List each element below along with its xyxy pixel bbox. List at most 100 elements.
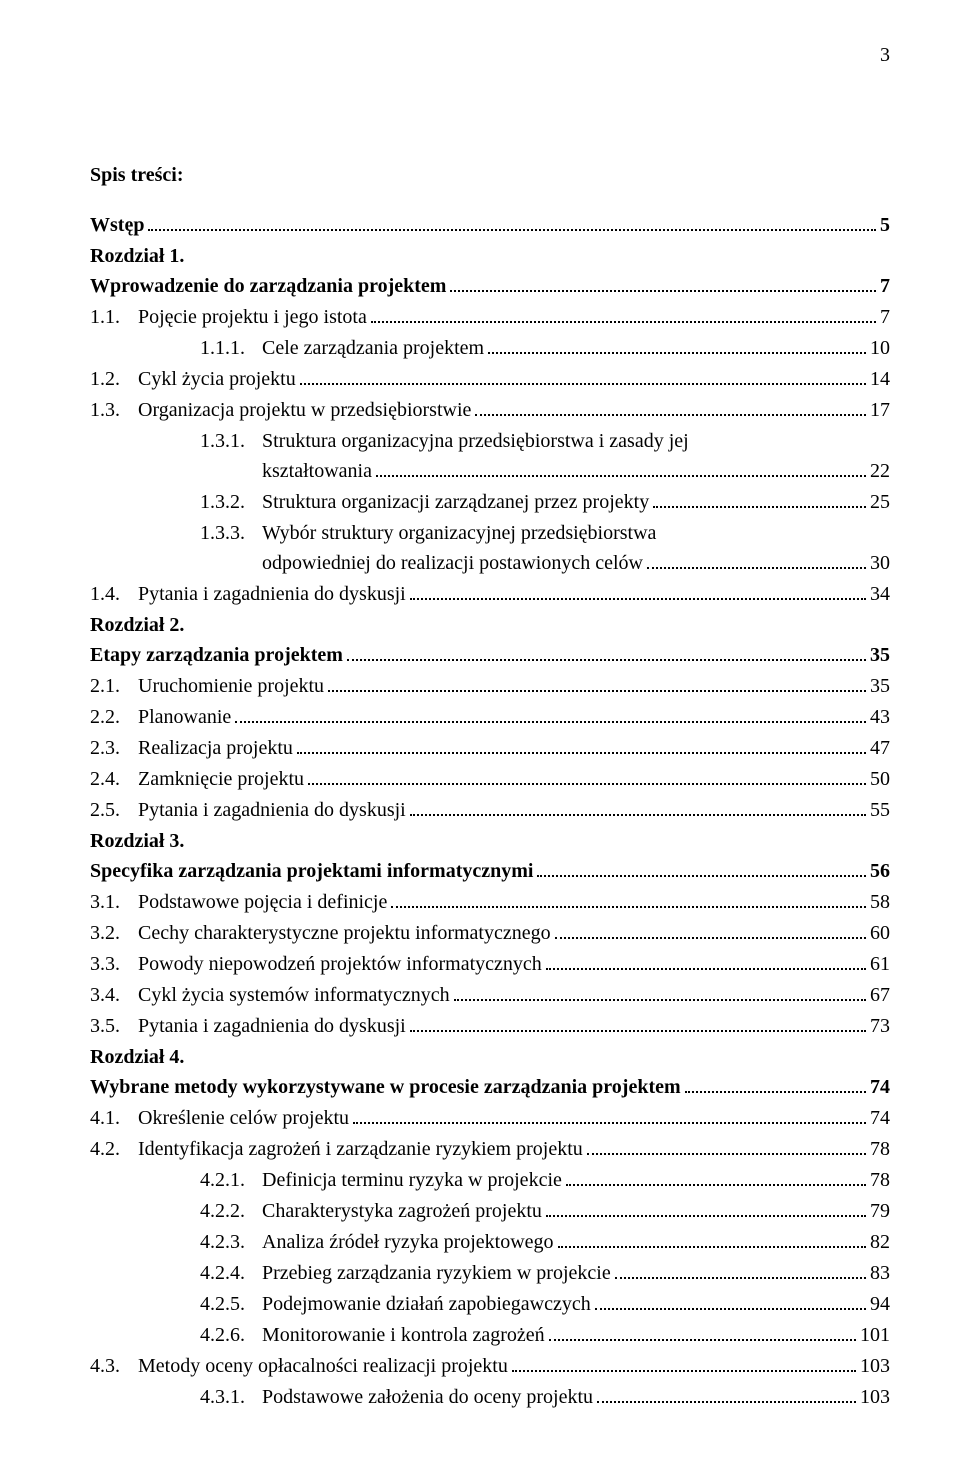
toc-leader-dots: [308, 767, 866, 785]
toc-entry-page: 43: [870, 702, 890, 732]
toc-entry-page: 55: [870, 795, 890, 825]
toc-leader-dots: [546, 1199, 866, 1217]
toc-entry-page: 7: [880, 271, 890, 301]
toc-entry: 4.1.Określenie celów projektu74: [90, 1103, 890, 1133]
toc-entry-page: 103: [860, 1351, 890, 1381]
toc-leader-dots: [353, 1106, 866, 1124]
toc-entry-number: 3.1.: [90, 887, 138, 917]
toc-leader-dots: [328, 674, 866, 692]
toc-leader-dots: [347, 643, 866, 661]
toc-entry: 4.3.1.Podstawowe założenia do oceny proj…: [90, 1382, 890, 1412]
toc-entry-label: Podejmowanie działań zapobiegawczych: [262, 1289, 591, 1319]
toc-entry: 3.4.Cykl życia systemów informatycznych 6…: [90, 980, 890, 1010]
toc-entry-label: odpowiedniej do realizacji postawionych …: [262, 548, 643, 578]
toc-entry-page: 25: [870, 487, 890, 517]
toc-section-head: Rozdział 3.: [90, 826, 890, 856]
toc-entry-label: Pytania i zagadnienia do dyskusji: [138, 795, 406, 825]
toc-entry-label: Pytania i zagadnienia do dyskusji: [138, 579, 406, 609]
page-number: 3: [90, 40, 890, 70]
toc-leader-dots: [566, 1168, 866, 1186]
toc-entry-number: 1.1.: [90, 302, 138, 332]
toc-leader-dots: [391, 890, 866, 908]
toc-entry-number: 3.4.: [90, 980, 138, 1010]
toc-entry-label: Struktura organizacyjna przedsiębiorstwa…: [262, 430, 689, 452]
toc-entry: 2.1.Uruchomienie projektu35: [90, 671, 890, 701]
toc-entry-label: Określenie celów projektu: [138, 1103, 349, 1133]
toc-entry: 1.3.Organizacja projektu w przedsiębiors…: [90, 395, 890, 425]
toc-leader-dots: [235, 705, 866, 723]
toc-entry: 1.3.1.Struktura organizacyjna przedsiębi…: [90, 426, 890, 456]
toc-entry: 1.1.1.Cele zarządzania projektem10: [90, 333, 890, 363]
toc-entry-label: Powody niepowodzeń projektów informatycz…: [138, 949, 542, 979]
toc-entry-page: 101: [860, 1320, 890, 1350]
toc-entry-number: 1.2.: [90, 364, 138, 394]
toc-leader-dots: [300, 367, 866, 385]
toc-entry-page: 34: [870, 579, 890, 609]
toc-entry-page: 79: [870, 1196, 890, 1226]
toc-entry-number: 2.5.: [90, 795, 138, 825]
toc-leader-dots: [371, 305, 876, 323]
toc-entry-page: 67: [870, 980, 890, 1010]
toc-entry: 4.2.3.Analiza źródeł ryzyka projektowego…: [90, 1227, 890, 1257]
toc-entry-page: 78: [870, 1165, 890, 1195]
toc-entry-label: Podstawowe pojęcia i definicje: [138, 887, 387, 917]
toc-entry: 2.2.Planowanie 43: [90, 702, 890, 732]
toc-entry: Specyfika zarządzania projektami informa…: [90, 856, 890, 886]
toc-entry-label: Monitorowanie i kontrola zagrożeń: [262, 1320, 545, 1350]
toc-entry-number: 2.2.: [90, 702, 138, 732]
toc-entry-page: 103: [860, 1382, 890, 1412]
toc-entry: 1.1.Pojęcie projektu i jego istota7: [90, 302, 890, 332]
toc-entry-number: 3.3.: [90, 949, 138, 979]
toc-entry-label: kształtowania: [262, 456, 372, 486]
toc-leader-dots: [450, 274, 876, 292]
toc-entry-number: 2.4.: [90, 764, 138, 794]
toc-section-head: Rozdział 4.: [90, 1042, 890, 1072]
toc-entry-label: Wybrane metody wykorzystywane w procesie…: [90, 1072, 681, 1102]
toc-entry-page: 10: [870, 333, 890, 363]
toc-entry-page: 94: [870, 1289, 890, 1319]
toc-entry: 3.1.Podstawowe pojęcia i definicje58: [90, 887, 890, 917]
toc-entry-page: 7: [880, 302, 890, 332]
toc-entry: odpowiedniej do realizacji postawionych …: [90, 548, 890, 578]
toc-entry: Etapy zarządzania projektem35: [90, 640, 890, 670]
toc-leader-dots: [537, 859, 866, 877]
toc-leader-dots: [647, 551, 866, 569]
toc-entry-label: Cykl życia systemów informatycznych: [138, 980, 450, 1010]
toc-entry-number: 1.3.1.: [200, 426, 262, 456]
toc-entry-page: 74: [870, 1103, 890, 1133]
toc-entry-number: 4.2.2.: [200, 1196, 262, 1226]
toc-entry-page: 5: [880, 210, 890, 240]
toc-entry: 4.2.1.Definicja terminu ryzyka w projekc…: [90, 1165, 890, 1195]
toc-entry: 4.2.5.Podejmowanie działań zapobiegawczy…: [90, 1289, 890, 1319]
toc-leader-dots: [376, 459, 866, 477]
toc-entry-label: Planowanie: [138, 702, 231, 732]
toc-leader-dots: [615, 1261, 866, 1279]
toc-entry-label: Zamknięcie projektu: [138, 764, 304, 794]
toc-entry-number: 1.1.1.: [200, 333, 262, 363]
toc-entry-number: 4.2.6.: [200, 1320, 262, 1350]
toc-entry-label: Struktura organizacji zarządzanej przez …: [262, 487, 649, 517]
toc-entry-number: 3.2.: [90, 918, 138, 948]
toc-container: Wstęp 5Rozdział 1.Wprowadzenie do zarządz…: [90, 210, 890, 1412]
toc-entry-number: 4.3.: [90, 1351, 138, 1381]
toc-entry-page: 17: [870, 395, 890, 425]
toc-entry-page: 74: [870, 1072, 890, 1102]
toc-entry-number: 2.3.: [90, 733, 138, 763]
toc-entry-label: Przebieg zarządzania ryzykiem w projekci…: [262, 1258, 611, 1288]
toc-entry-page: 14: [870, 364, 890, 394]
toc-entry: 1.2.Cykl życia projektu14: [90, 364, 890, 394]
toc-entry-label: Wybór struktury organizacyjnej przedsięb…: [262, 522, 656, 544]
toc-heading: Spis treści:: [90, 160, 890, 190]
toc-leader-dots: [454, 983, 866, 1001]
toc-entry-page: 56: [870, 856, 890, 886]
toc-entry: Wprowadzenie do zarządzania projektem 7: [90, 271, 890, 301]
toc-entry: 4.2.6.Monitorowanie i kontrola zagrożeń 1…: [90, 1320, 890, 1350]
toc-leader-dots: [597, 1385, 856, 1403]
toc-leader-dots: [555, 921, 866, 939]
toc-entry-label: Wprowadzenie do zarządzania projektem: [90, 271, 446, 301]
toc-section-head: Rozdział 1.: [90, 241, 890, 271]
toc-entry-label: Wstęp: [90, 210, 144, 240]
toc-entry: 1.4.Pytania i zagadnienia do dyskusji 34: [90, 579, 890, 609]
toc-entry-number: 2.1.: [90, 671, 138, 701]
toc-entry-number: 1.4.: [90, 579, 138, 609]
